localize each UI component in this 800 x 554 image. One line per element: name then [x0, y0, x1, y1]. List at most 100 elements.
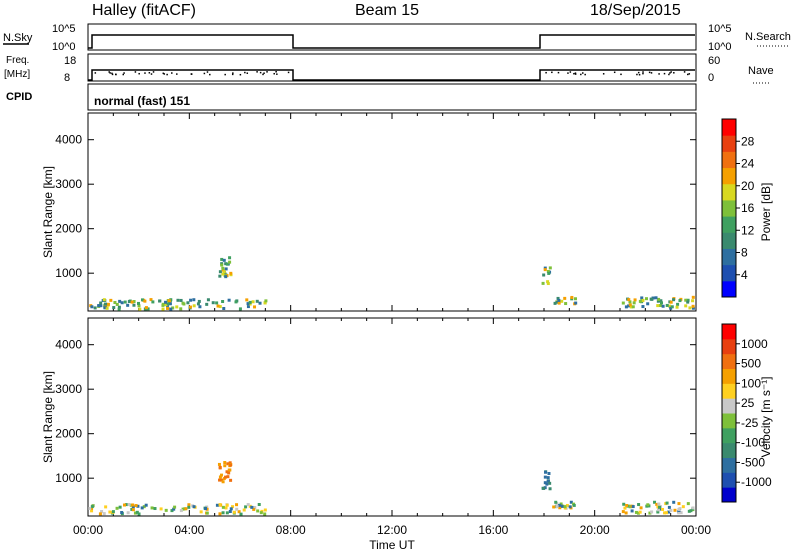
y-tick-label: 2000	[55, 222, 82, 236]
echo-cell	[225, 503, 229, 507]
echo-cell	[546, 280, 550, 284]
echo-cell	[99, 301, 103, 305]
echo-cell	[217, 462, 221, 466]
echo-cell	[133, 511, 137, 515]
x-tick-label: 20:00	[580, 523, 610, 537]
echo-cell	[93, 306, 97, 310]
colorbar-tick-label: 100	[741, 376, 761, 390]
colorbar-tick-label: -100	[741, 436, 765, 450]
echo-cell	[548, 487, 552, 491]
echo-cell	[656, 299, 660, 303]
echo-cell	[120, 510, 124, 514]
echo-cell	[654, 296, 658, 300]
nave-dot	[203, 72, 206, 75]
echo-cell	[188, 305, 192, 309]
y-tick-label: 4000	[55, 338, 82, 352]
colorbar-swatch	[722, 487, 736, 503]
echo-cell	[146, 307, 150, 311]
echo-cell	[221, 480, 225, 484]
colorbar-tick-label: -500	[741, 455, 765, 469]
colorbar-tick-label: 12	[741, 223, 755, 237]
x-tick-label: 12:00	[377, 523, 407, 537]
echo-cell	[691, 295, 695, 299]
echo-cell	[546, 282, 550, 286]
echo-cell	[224, 475, 228, 479]
power-colorbar: 4 8 12 16 20 24 28	[721, 118, 755, 298]
echo-cell	[126, 303, 130, 307]
velocity-echoes	[88, 461, 695, 516]
echo-cell	[556, 296, 560, 300]
nave-dot	[648, 71, 651, 74]
nave-dot	[138, 72, 140, 75]
colorbar-swatch	[722, 119, 736, 136]
echo-cell	[198, 305, 202, 309]
echo-cell	[661, 304, 665, 308]
colorbar-tick-label: 24	[741, 157, 755, 171]
nave-dot	[275, 71, 277, 73]
echo-cell	[150, 506, 154, 510]
nave-dot	[111, 72, 113, 75]
colorbar-swatch	[722, 183, 736, 201]
nave-dot	[239, 73, 242, 76]
echo-cell	[650, 510, 654, 514]
echo-cell	[105, 306, 109, 310]
echo-cell	[263, 508, 267, 512]
echo-cell	[677, 507, 681, 511]
echo-cell	[90, 509, 94, 513]
echo-cell	[657, 297, 661, 301]
nave-dots	[94, 71, 691, 76]
echo-cell	[246, 302, 250, 306]
echo-cell	[638, 299, 642, 303]
x-tick-label: 00:00	[681, 523, 711, 537]
echo-cell	[691, 506, 695, 510]
nave-dot	[150, 73, 153, 75]
echo-cell	[118, 299, 122, 303]
echo-cell	[224, 262, 228, 266]
echo-cell	[572, 503, 576, 507]
echo-cell	[237, 510, 241, 514]
echo-cell	[223, 464, 227, 468]
echo-cell	[218, 503, 222, 507]
echo-cell	[221, 300, 225, 304]
echo-cell	[622, 502, 626, 506]
echo-cell	[231, 505, 235, 509]
nave-dot	[166, 73, 168, 76]
echo-cell	[205, 302, 209, 306]
echo-cell	[137, 301, 141, 305]
nave-dot	[209, 73, 211, 76]
echo-cell	[173, 505, 177, 509]
nave-dot	[613, 71, 616, 74]
freq-label: Freq.	[6, 55, 29, 66]
colorbar-swatch	[722, 338, 736, 355]
nave-dot	[573, 72, 575, 75]
echo-cell	[186, 301, 190, 305]
echo-cell	[187, 505, 191, 509]
radar-title: Halley (fitACF)	[92, 2, 197, 19]
colorbar-tick-label: 1000	[741, 337, 768, 351]
echo-cell	[117, 307, 121, 311]
echo-cell	[161, 307, 165, 311]
echo-cell	[563, 296, 567, 300]
echo-cell	[659, 304, 663, 308]
echo-cell	[667, 505, 671, 509]
echo-cell	[227, 298, 231, 302]
echo-cell	[677, 502, 681, 506]
nave-dot	[637, 71, 640, 74]
nave-dot	[569, 71, 572, 73]
echo-cell	[170, 509, 174, 513]
echo-cell	[184, 507, 188, 511]
echo-cell	[111, 510, 115, 514]
echo-cell	[663, 511, 667, 515]
echo-cell	[653, 500, 657, 504]
colorbar-tick-label: 16	[741, 201, 755, 215]
nave-dot	[123, 72, 125, 74]
echo-cell	[628, 504, 632, 508]
echo-cell	[140, 298, 144, 302]
echo-cell	[88, 506, 92, 510]
y-tick-label: 2000	[55, 427, 82, 441]
echo-cell	[226, 475, 230, 479]
nave-dot	[584, 73, 586, 76]
echo-cell	[686, 300, 690, 304]
echo-cell	[205, 511, 209, 515]
